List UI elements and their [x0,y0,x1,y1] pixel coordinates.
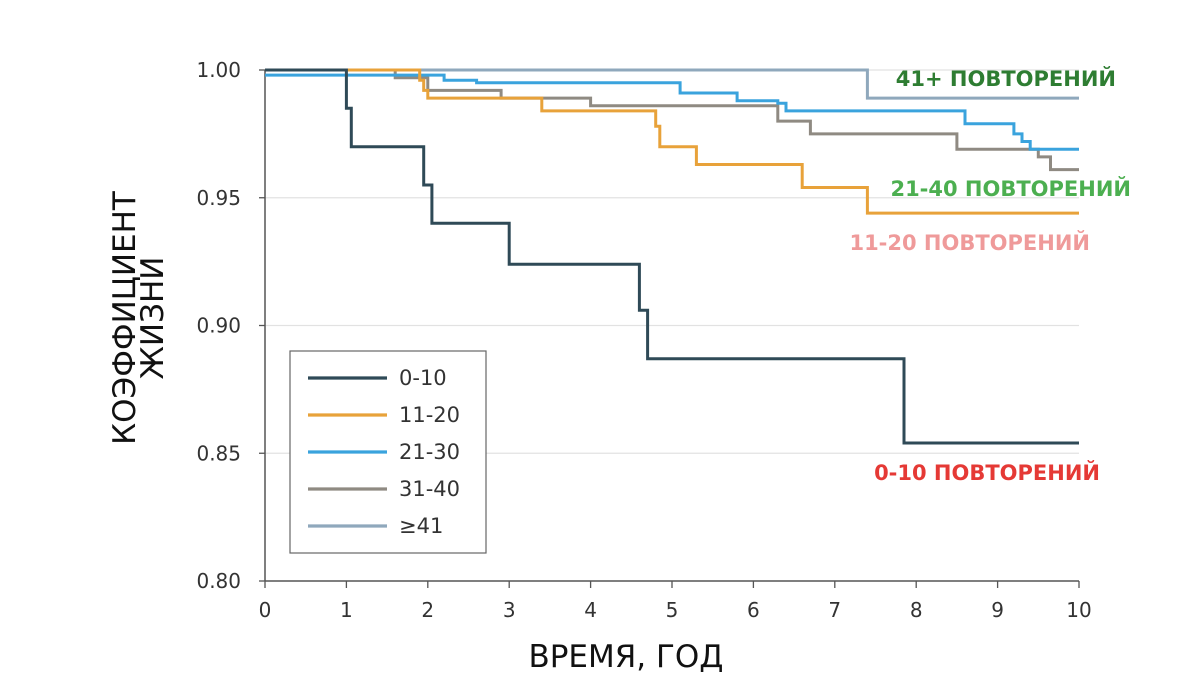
x-tick-label: 9 [991,598,1004,622]
series-line-11-20 [265,68,1079,215]
annotation-0-10: 0-10 ПОВТОРЕНИЙ [874,460,1100,485]
x-tick-label: 3 [503,598,516,622]
x-tick-label: 0 [259,598,272,622]
x-tick-label: 5 [666,598,679,622]
legend-label: ≥41 [399,514,443,538]
legend-label: 11-20 [399,403,460,427]
annotation-41-plus: 41+ ПОВТОРЕНИЙ [896,66,1116,91]
y-axis-title: КОЭФФИЦИЕНТ ЖИЗНИ [107,190,171,445]
series-line-41 [265,68,1079,100]
series-annotations: 41+ ПОВТОРЕНИЙ 21-40 ПОВТОРЕНИЙ 11-20 ПО… [849,66,1131,485]
x-tick-label: 8 [910,598,923,622]
y-tick-label: 0.85 [196,441,241,465]
legend-items: 0-10 11-20 21-30 31-40 ≥41 [308,366,460,538]
y-tick-label: 0.80 [196,569,241,593]
y-axis-title-line1: КОЭФФИЦИЕНТ [107,190,143,445]
y-tick-label: 0.95 [196,186,241,210]
x-tick-label: 1 [340,598,353,622]
x-axis-title: ВРЕМЯ, ГОД [528,639,723,675]
series-line-0-10 [265,68,1079,445]
annotation-21-40: 21-40 ПОВТОРЕНИЙ [890,176,1131,201]
x-tick-label: 10 [1066,598,1091,622]
legend-label: 21-30 [399,440,460,464]
x-tick-label: 6 [747,598,760,622]
y-axis-title-line2: ЖИЗНИ [135,257,171,380]
x-tick-label: 4 [584,598,597,622]
x-tick-label: 7 [828,598,841,622]
y-ticks: 1.00 0.95 0.90 0.85 0.80 [196,58,265,593]
y-tick-label: 0.90 [196,314,241,338]
series-line-21-30 [265,73,1079,151]
series-lines [265,68,1079,445]
y-tick-label: 1.00 [196,58,241,82]
series-line-31-40 [265,68,1079,172]
legend-label: 0-10 [399,366,447,390]
annotation-11-20: 11-20 ПОВТОРЕНИЙ [849,230,1090,255]
legend-label: 31-40 [399,477,460,501]
x-tick-label: 2 [421,598,434,622]
x-ticks: 0 1 2 3 4 5 6 7 8 9 10 [259,581,1092,622]
legend: 0-10 11-20 21-30 31-40 ≥41 [289,350,487,554]
